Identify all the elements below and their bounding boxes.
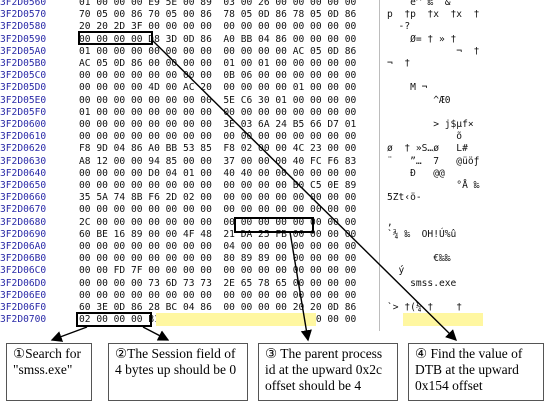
row-address: 3F2D05A0 [0,45,47,57]
arrow-parent-pid [289,231,312,342]
arrow-search [50,326,88,342]
row-hex-bytes: 00 00 00 00 00 00 00 00 3E 03 6A 24 B5 6… [79,119,357,130]
row-address: 3F2D06C0 [0,265,47,277]
row-address: 3F2D0650 [0,180,47,191]
column-separator [379,0,380,331]
row-hex-bytes: 00 00 00 00 D8 3D 0D 86 A0 BB 04 86 00 0… [79,33,357,45]
row-hex-bytes: 01 00 00 00 E9 5E 00 89 03 00 26 00 00 0… [79,0,357,8]
row-ascii: Ð @@ [387,167,445,179]
row-ascii: ¨ ”… 7 @üöƒ [387,155,480,167]
row-hex-bytes: 00 00 00 00 00 00 00 00 04 00 00 00 00 0… [79,241,357,252]
row-address: 3F2D0630 [0,155,47,167]
row-address: 3F2D0640 [0,167,47,179]
row-address: 3F2D05D0 [0,82,47,94]
row-ascii: ¬ † [387,45,480,57]
row-ascii: M ¬ [387,82,428,94]
row-hex-bytes: 00 00 00 00 D0 04 01 00 40 40 00 00 00 0… [79,167,357,179]
row-address: 3F2D0670 [0,204,47,216]
row-address: 3F2D05E0 [0,94,47,106]
row-address: 3F2D05C0 [0,70,47,82]
row-hex-bytes: 00 00 00 00 00 00 00 00 00 00 00 00 00 0… [79,289,357,301]
caption-dtb: ④ Find the value of DTB at the upward 0x… [408,343,544,401]
row-address: 3F2D0570 [0,9,47,21]
row-ascii: ý [387,265,405,277]
row-ascii: ^Æ0 [387,94,451,106]
row-hex-bytes: 01 00 00 00 00 00 00 00 00 00 00 00 AC 0… [79,45,357,57]
row-address: 3F2D0590 [0,33,47,45]
row-address: 3F2D06B0 [0,253,47,265]
row-ascii: ø † »S…ø L# [387,143,468,155]
row-address: 3F2D0600 [0,119,47,130]
caption-search: ①Search for "smss.exe" [6,343,92,401]
row-address: 3F2D0680 [0,216,47,228]
row-hex-bytes: 35 5A 74 8B F6 2D 02 00 00 00 00 00 00 0… [79,192,357,204]
row-ascii: `¾ ‰ OH!Ú%û [387,228,457,240]
row-hex-bytes: 20 20 2D 3F 00 00 00 00 00 00 00 00 00 0… [79,21,357,33]
caption-session: ②The Session field of 4 bytes up should … [108,343,248,401]
row-hex-bytes: 00 00 00 00 00 00 00 00 00 00 00 00 00 0… [79,131,357,143]
row-address: 3F2D0560 [0,0,47,8]
row-hex-bytes: A8 12 00 00 94 85 00 00 37 00 00 00 40 F… [79,155,357,167]
session-field-box [76,312,152,327]
row-address: 3F2D0690 [0,228,47,240]
smss-hex-highlight [156,313,316,326]
row-hex-bytes: AC 05 0D 86 00 00 00 00 01 00 01 00 00 0… [79,58,357,69]
row-address: 3F2D05F0 [0,106,47,118]
row-hex-bytes: 00 00 00 00 4D 00 AC 20 00 00 00 00 01 0… [79,82,357,94]
row-ascii: 5Zt‹ö- [387,192,422,204]
row-address: 3F2D0660 [0,192,47,204]
row-hex-bytes: 01 00 00 00 00 00 00 00 00 00 00 00 00 0… [79,106,357,118]
row-address: 3F2D0700 [0,314,47,326]
row-ascii: -? [387,21,411,33]
row-ascii: °Å ‰ [387,180,480,191]
row-ascii: õ [387,131,463,143]
row-hex-bytes: 00 00 00 00 00 00 00 00 5E C6 30 01 00 0… [79,94,357,106]
row-hex-bytes: 00 00 00 00 00 00 00 00 00 00 00 00 00 0… [79,204,357,216]
smss-ascii-highlight [403,313,483,326]
row-hex-bytes: F8 9D 04 86 A0 BB 53 85 F8 02 00 00 4C 2… [79,143,357,155]
parent-pid-box [234,217,314,233]
arrow-dtb [151,39,457,341]
caption-parent-pid: ③ The parent process id at the upward 0x… [258,343,398,401]
row-address: 3F2D06E0 [0,289,47,301]
row-address: 3F2D06D0 [0,277,47,289]
row-hex-bytes: 70 05 00 86 70 05 00 86 78 05 0D 86 78 0… [79,9,357,21]
row-ascii: p †p †x †x † [387,9,480,21]
row-ascii: , [387,216,393,228]
row-address: 3F2D05B0 [0,58,47,69]
row-ascii: €‰‰ [387,253,451,265]
dtb-value-box [78,31,153,45]
arrow-session [142,326,170,341]
row-ascii: `> †(¼ † † [387,302,463,313]
row-ascii: Ø= † » † [387,33,457,45]
row-address: 3F2D06F0 [0,302,47,313]
row-ascii: é^ ‰ & [387,0,451,8]
row-hex-bytes: 00 00 FD 7F 00 00 00 00 00 00 00 00 00 0… [79,265,357,277]
row-hex-bytes: 00 00 00 00 00 00 00 00 80 89 89 00 00 0… [79,253,357,265]
row-address: 3F2D0620 [0,143,47,155]
row-address: 3F2D0580 [0,21,47,33]
row-address: 3F2D06A0 [0,241,47,252]
row-hex-bytes: 2C 00 00 00 00 00 00 00 00 00 00 00 00 0… [79,216,357,228]
row-ascii: ¬ † [387,58,411,69]
row-ascii: > j$µf× [387,119,474,130]
row-ascii: smss.exe [387,277,457,289]
row-address: 3F2D0610 [0,131,47,143]
row-hex-bytes: 60 3E 0D 86 28 BC 04 86 00 00 00 00 20 2… [79,302,357,313]
row-hex-bytes: 60 BE 16 89 00 00 4F 48 21 DA 25 FB 00 0… [79,228,357,240]
